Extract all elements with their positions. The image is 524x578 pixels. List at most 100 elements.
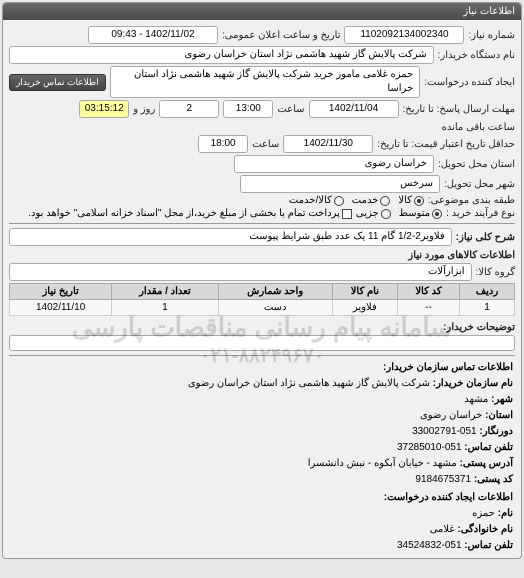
- buyer-notes-box: [9, 335, 515, 351]
- cell-date: 1402/11/10: [10, 300, 112, 316]
- city-label: شهر:: [491, 394, 513, 405]
- budget-radio-group: کالا خدمت کالا/خدمت: [289, 195, 424, 206]
- radio-icon: [432, 209, 442, 219]
- radio-icon: [381, 209, 391, 219]
- row-requester: ایجاد کننده درخواست: حمزه غلامی مامور خر…: [9, 66, 515, 98]
- validity-date-field: 1402/11/30: [283, 135, 373, 153]
- buyer-unit-field: شرکت پالایش گاز شهید هاشمی نژاد استان خر…: [9, 46, 434, 64]
- table-row: 1 -- فلاویر دست 1 1402/11/10: [10, 300, 515, 316]
- radio-both[interactable]: کالا/خدمت: [289, 195, 344, 206]
- radio-goods-label: کالا: [398, 195, 412, 206]
- days-remaining-field: 2: [159, 100, 219, 118]
- label-province: استان محل تحویل:: [438, 159, 515, 170]
- addr-label: آدرس پستی:: [460, 458, 513, 469]
- label-buyer-unit: نام دستگاه خریدار:: [438, 50, 515, 61]
- row-validity: حداقل تاریخ اعتبار قیمت: تا تاریخ: 1402/…: [9, 135, 515, 153]
- label-group: گروه کالا:: [476, 267, 515, 278]
- row-budget-class: طبقه بندی موضوعی: کالا خدمت کالا/خدمت: [9, 195, 515, 206]
- radio-medium[interactable]: متوسط: [399, 208, 442, 219]
- validity-time-field: 18:00: [198, 135, 248, 153]
- contact-title: اطلاعات تماس سازمان خریدار:: [11, 360, 513, 376]
- requester-field: حمزه غلامی مامور خرید شرکت پالایش گاز شه…: [110, 66, 421, 98]
- radio-both-label: کالا/خدمت: [289, 195, 332, 206]
- radio-partial[interactable]: جزیی: [356, 208, 391, 219]
- col-unit: واحد شمارش: [218, 284, 332, 300]
- label-desc: شرح کلی نیاز:: [456, 232, 515, 243]
- tel-label: تلفن تماس:: [464, 442, 513, 453]
- col-name: نام کالا: [332, 284, 397, 300]
- panel-body: شماره نیاز: 1102092134002340 تاریخ و ساع…: [3, 20, 521, 558]
- city-value: مشهد: [464, 394, 488, 405]
- process-radio-group: متوسط جزیی: [356, 208, 442, 219]
- buyer-notes-label: توضیحات خریدار:: [9, 322, 515, 333]
- lname-value: غلامی: [430, 524, 455, 535]
- row-description: شرح کلی نیاز: فلاویر2-1/2 گام 11 یک عدد …: [9, 228, 515, 246]
- radio-goods[interactable]: کالا: [398, 195, 424, 206]
- post-label: کد پستی:: [474, 474, 513, 485]
- label-budget: طبقه بندی موضوعی:: [428, 195, 515, 206]
- description-field: فلاویر2-1/2 گام 11 یک عدد طبق شرایط پیوس…: [9, 228, 452, 246]
- province-field: خراسان رضوی: [234, 155, 434, 173]
- row-city: شهر محل تحویل: سرخس: [9, 175, 515, 193]
- treasury-check[interactable]: پرداخت تمام یا بخشی از مبلغ خرید،از محل …: [28, 208, 352, 219]
- items-table-head: ردیف کد کالا نام کالا واحد شمارش تعداد /…: [10, 284, 515, 300]
- fax-label: دورنگار:: [479, 426, 513, 437]
- label-validity: حداقل تاریخ اعتبار قیمت: تا تاریخ:: [377, 139, 515, 150]
- label-days: روز و: [133, 104, 155, 115]
- group-field: ابزارآلات: [9, 263, 472, 281]
- label-announce: تاریخ و ساعت اعلان عمومی:: [222, 30, 341, 41]
- items-section-title: اطلاعات کالاهای مورد نیاز: [9, 250, 515, 261]
- radio-icon: [414, 196, 424, 206]
- col-idx: ردیف: [459, 284, 514, 300]
- col-code: کد کالا: [398, 284, 460, 300]
- cell-name: فلاویر: [332, 300, 397, 316]
- radio-service[interactable]: خدمت: [352, 195, 391, 206]
- prov-label: استان:: [485, 410, 513, 421]
- city-field: سرخس: [240, 175, 440, 193]
- tel-value: 051-37285010: [397, 442, 462, 453]
- label-deadline-time: ساعت: [277, 104, 304, 115]
- label-remain: ساعت باقی مانده: [442, 122, 515, 133]
- cell-qty: 1: [112, 300, 218, 316]
- need-number-field: 1102092134002340: [344, 26, 464, 44]
- org-value: شرکت پالایش گاز شهید هاشمی نژاد استان خر…: [188, 378, 430, 389]
- panel-title: اطلاعات نیاز: [3, 3, 521, 20]
- cell-idx: 1: [459, 300, 514, 316]
- ctel-label: تلفن تماس:: [464, 540, 513, 551]
- col-qty: تعداد / مقدار: [112, 284, 218, 300]
- name-label: نام:: [498, 508, 513, 519]
- addr-value: مشهد - خیابان آبکوه - نبش دانشسرا: [308, 458, 457, 469]
- ctel-value: 051-34524832: [397, 540, 462, 551]
- label-city: شهر محل تحویل:: [444, 179, 515, 190]
- buyer-contact-button[interactable]: اطلاعات تماس خریدار: [9, 74, 106, 91]
- radio-partial-label: جزیی: [356, 208, 379, 219]
- prov-value: خراسان رضوی: [420, 410, 482, 421]
- need-info-panel: اطلاعات نیاز شماره نیاز: 110209213400234…: [2, 2, 522, 559]
- items-table: ردیف کد کالا نام کالا واحد شمارش تعداد /…: [9, 283, 515, 316]
- row-buyer-unit: نام دستگاه خریدار: شرکت پالایش گاز شهید …: [9, 46, 515, 64]
- separator: [9, 355, 515, 356]
- name-value: حمزه: [472, 508, 495, 519]
- row-group: گروه کالا: ابزارآلات: [9, 263, 515, 281]
- deadline-time-field: 13:00: [223, 100, 273, 118]
- label-validity-time: ساعت: [252, 139, 279, 150]
- radio-icon: [380, 196, 390, 206]
- contact-block: اطلاعات تماس سازمان خریدار: نام سازمان خ…: [9, 360, 515, 554]
- countdown-field: 03:15:12: [79, 100, 129, 118]
- cell-unit: دست: [218, 300, 332, 316]
- announce-datetime-field: 1402/11/02 - 09:43: [88, 26, 218, 44]
- radio-icon: [334, 196, 344, 206]
- org-label: نام سازمان خریدار:: [433, 378, 513, 389]
- checkbox-icon: [342, 209, 352, 219]
- fax-value: 051-33002791: [412, 426, 477, 437]
- row-deadline: مهلت ارسال پاسخ: تا تاریخ: 1402/11/04 سا…: [9, 100, 515, 133]
- row-process-type: نوع فرآیند خرید : متوسط جزیی پرداخت تمام…: [9, 208, 515, 219]
- label-requester: ایجاد کننده درخواست:: [424, 77, 515, 88]
- deadline-date-field: 1402/11/04: [309, 100, 399, 118]
- treasury-check-label: پرداخت تمام یا بخشی از مبلغ خرید،از محل …: [28, 208, 340, 219]
- radio-medium-label: متوسط: [399, 208, 430, 219]
- separator: [9, 223, 515, 224]
- label-process: نوع فرآیند خرید :: [446, 208, 515, 219]
- row-province: استان محل تحویل: خراسان رضوی: [9, 155, 515, 173]
- label-deadline: مهلت ارسال پاسخ: تا تاریخ:: [403, 104, 515, 115]
